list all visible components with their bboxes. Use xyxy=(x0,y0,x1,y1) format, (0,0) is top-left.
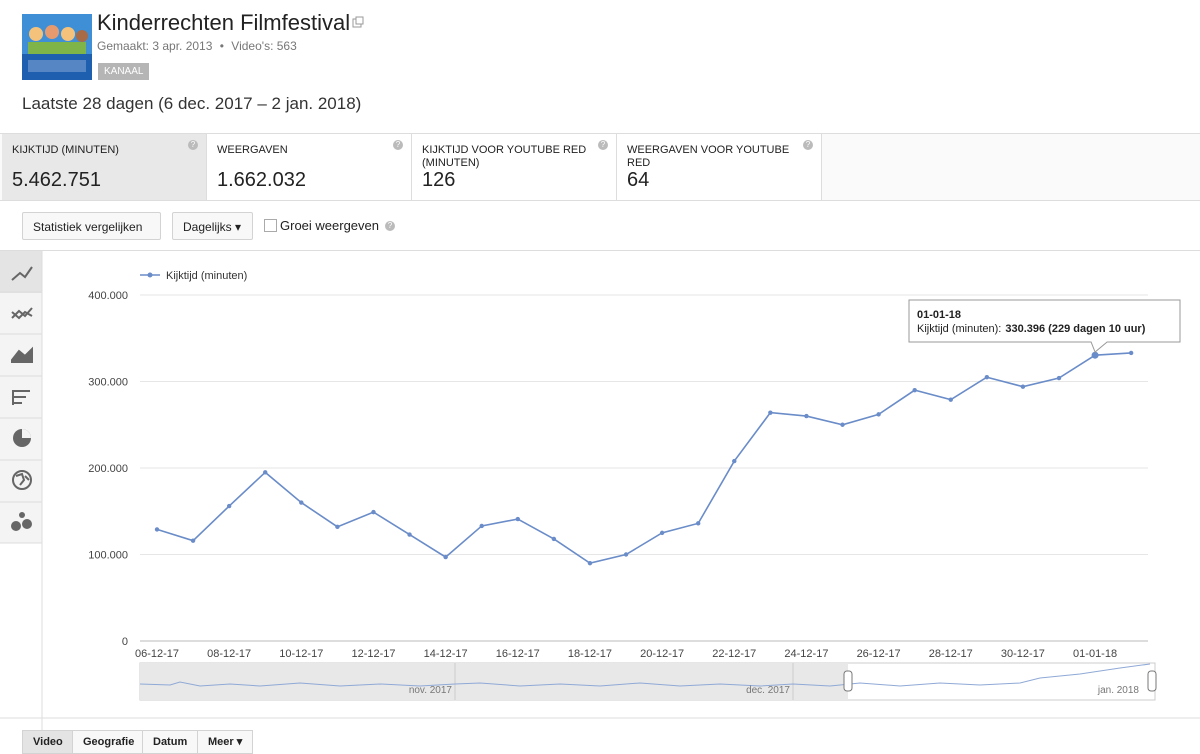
point xyxy=(659,530,665,536)
point xyxy=(190,538,196,543)
metric-label: KIJKTIJD (MINUTEN) xyxy=(12,144,119,156)
point xyxy=(371,509,376,515)
metric-label: WEERGAVEN VOOR YOUTUBE RED xyxy=(627,144,790,169)
point xyxy=(1020,384,1026,389)
legend-marker xyxy=(147,272,153,278)
point xyxy=(263,470,268,475)
metric-label: KIJKTIJD VOOR YOUTUBE RED (MINUTEN) xyxy=(422,144,587,169)
point xyxy=(335,524,340,530)
y-tick-label: 300.000 xyxy=(88,377,128,389)
x-tick-label: 10-12-17 xyxy=(279,648,323,660)
tooltip-title: 01-01-18 xyxy=(917,309,961,321)
point xyxy=(768,410,773,415)
channel-title: Kinderrechten Filmfestival xyxy=(97,10,351,35)
x-tick-label: 28-12-17 xyxy=(929,648,973,660)
point xyxy=(984,374,990,380)
videos: Video's: 563 xyxy=(231,39,297,53)
chart-type-icons[interactable] xyxy=(11,266,33,405)
tab[interactable]: Geografie xyxy=(72,730,146,754)
separator-line xyxy=(0,250,1200,251)
external-icon[interactable] xyxy=(352,16,364,28)
y-tick-label: 400.000 xyxy=(88,290,128,302)
created: Gemaakt: 3 apr. 2013 xyxy=(97,39,213,53)
period: Laatste 28 dagen (6 dec. 2017 – 2 jan. 2… xyxy=(22,94,362,113)
y-tick-label: 200.000 xyxy=(88,463,128,475)
metric[interactable]: KIJKTIJD (MINUTEN) 5.462.751? xyxy=(2,134,207,200)
compare-button[interactable]: Statistiek vergelijken ▾ xyxy=(22,212,161,262)
point xyxy=(623,552,629,557)
point xyxy=(515,516,520,522)
tab[interactable]: Video xyxy=(22,730,74,754)
metric-value: 126 xyxy=(422,169,456,191)
metric-value: 1.662.032 xyxy=(217,169,306,191)
y-tick-label: 0 xyxy=(122,636,128,648)
metric-value: 5.462.751 xyxy=(12,169,101,191)
point xyxy=(1091,351,1099,359)
metric-label: WEERGAVEN xyxy=(217,144,288,156)
x-tick-label: 18-12-17 xyxy=(568,648,612,660)
x-tick-label: 12-12-17 xyxy=(351,648,395,660)
metric-value: 64 xyxy=(627,169,650,191)
growth-label: Groei weergeven xyxy=(280,218,379,233)
navigator-mask xyxy=(140,663,848,700)
tab[interactable]: Datum xyxy=(142,730,199,754)
point xyxy=(1128,350,1134,356)
point xyxy=(154,527,160,532)
x-tick-label: 26-12-17 xyxy=(857,648,901,660)
x-tick-label: 06-12-17 xyxy=(135,648,179,660)
badge: KANAAL xyxy=(98,63,150,80)
line xyxy=(156,352,1132,565)
navigator-label: jan. 2018 xyxy=(1097,685,1140,696)
navigator-label: dec. 2017 xyxy=(746,685,790,696)
separator: • xyxy=(219,39,224,53)
point xyxy=(948,397,953,402)
tab-label: Meer xyxy=(208,736,234,748)
metric[interactable]: WEERGAVEN 1.662.032? xyxy=(207,134,412,200)
y-tick-label: 100.000 xyxy=(88,550,128,562)
metric[interactable]: KIJKTIJD VOOR YOUTUBE RED (MINUTEN) 126? xyxy=(412,134,617,200)
tooltip-box xyxy=(908,299,1181,353)
growth-toggle[interactable]: Groei weergeven ? xyxy=(264,218,395,233)
point xyxy=(876,412,881,417)
x-tick-label: 20-12-17 xyxy=(640,648,684,660)
tooltip-label: Kijktijd (minuten): xyxy=(917,323,1001,335)
channel-meta: Gemaakt: 3 apr. 2013 • Video's: 563 xyxy=(97,39,297,53)
x-tick-label: 24-12-17 xyxy=(784,648,828,660)
point xyxy=(912,387,917,393)
x-tick-label: 08-12-17 xyxy=(207,648,251,660)
point xyxy=(587,560,593,566)
point xyxy=(299,500,304,505)
interval-label: Dagelijks xyxy=(183,220,232,234)
point xyxy=(443,554,448,560)
point xyxy=(804,413,809,419)
interval-button[interactable]: Dagelijks ▾ xyxy=(172,212,253,240)
point xyxy=(840,422,845,427)
point xyxy=(407,532,412,537)
x-tick-label: 22-12-17 xyxy=(712,648,756,660)
x-tick-label: 30-12-17 xyxy=(1001,648,1045,660)
point xyxy=(226,503,232,509)
x-tick-label: 14-12-17 xyxy=(424,648,468,660)
navigator-label: nov. 2017 xyxy=(409,685,453,696)
tooltip-text: Kijktijd (minuten): 330.396 (229 dagen 10… xyxy=(917,323,1146,335)
point xyxy=(732,458,737,464)
chart-type-selected[interactable] xyxy=(0,251,42,293)
point xyxy=(696,521,701,526)
tooltip-value: 330.396 (229 dagen 10 uur) xyxy=(1005,323,1145,335)
tab[interactable]: Meer ▾ xyxy=(197,730,254,754)
compare-label: Statistiek vergelijken xyxy=(33,220,143,234)
x-tick-label: 16-12-17 xyxy=(496,648,540,660)
channel-thumbnail xyxy=(22,14,92,80)
point xyxy=(551,536,557,542)
point xyxy=(479,523,484,529)
metric[interactable]: WEERGAVEN VOOR YOUTUBE RED 64? xyxy=(617,134,822,200)
x-tick-label: 01-01-18 xyxy=(1073,648,1117,660)
point xyxy=(1056,375,1062,381)
legend-label: Kijktijd (minuten) xyxy=(166,270,247,282)
